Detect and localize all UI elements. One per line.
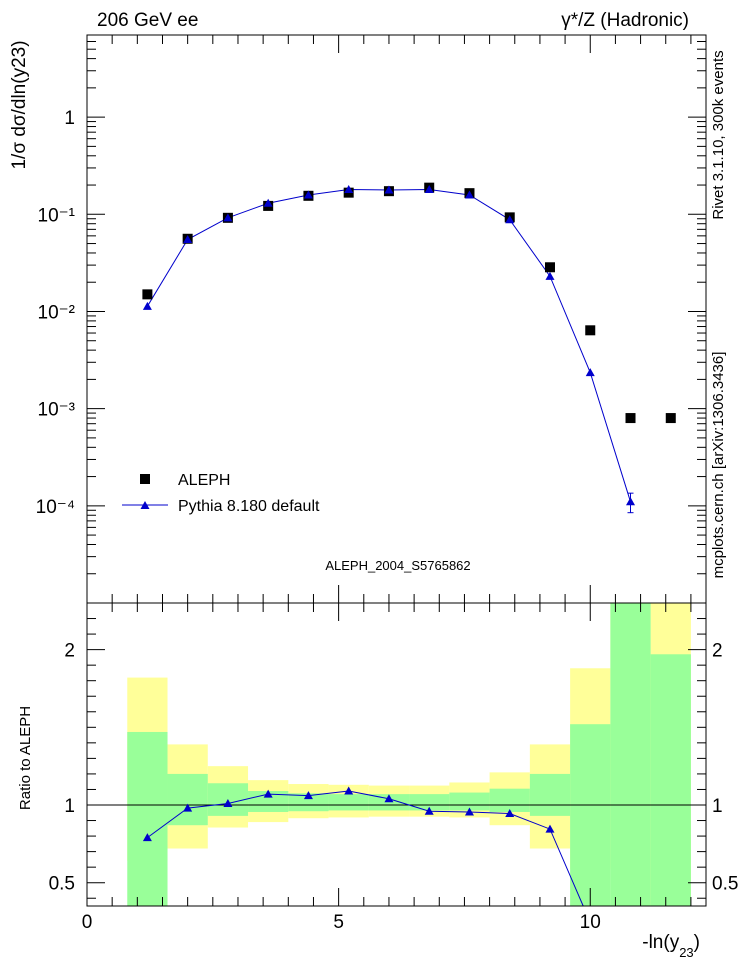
bottom-x-tick-label: 5 xyxy=(333,912,344,933)
bottom-y-tick-label-right: 1 xyxy=(712,796,723,817)
pythia-point xyxy=(545,271,555,280)
top-y-tick-label: 10⁻⁴ xyxy=(36,497,75,518)
uncertainty-band-green xyxy=(610,603,651,906)
bottom-y-tick-label-right: 2 xyxy=(712,641,723,662)
ratio-point xyxy=(183,803,193,812)
uncertainty-band-green xyxy=(650,654,691,906)
legend-label-aleph: ALEPH xyxy=(178,472,230,489)
legend: ALEPH Pythia 8.180 default xyxy=(122,472,320,515)
top-y-tick-label: 10⁻² xyxy=(38,302,76,323)
bottom-x-tick-label: 0 xyxy=(82,912,93,933)
bottom-y-axis-label: Ratio to ALEPH xyxy=(17,706,34,810)
aleph-point xyxy=(544,262,555,273)
pythia-point xyxy=(263,198,273,207)
ratio-point xyxy=(142,833,152,842)
uncertainty-band-green xyxy=(489,788,530,812)
bottom-panel-frame xyxy=(86,602,707,907)
uncertainty-band-green xyxy=(328,794,369,811)
aleph-point xyxy=(625,413,636,424)
uncertainty-band-green xyxy=(449,792,490,811)
bottom-y-tick-label-right: 0.5 xyxy=(712,874,738,895)
aleph-point xyxy=(142,289,153,300)
pythia-point xyxy=(303,190,313,199)
bottom-x-axis-label: -ln(y23) xyxy=(642,932,700,960)
uncertainty-band-green xyxy=(570,724,611,906)
top-y-tick-label: 10⁻¹ xyxy=(38,205,76,226)
pythia-point xyxy=(344,184,354,193)
watermark: ALEPH_2004_S5765862 xyxy=(325,558,470,573)
aleph-point xyxy=(585,325,596,336)
pythia-point xyxy=(464,190,474,199)
pythia-point xyxy=(626,497,636,506)
top-y-axis-label: 1/σ dσ/dln(y23) xyxy=(9,40,30,169)
ratio-point xyxy=(384,794,394,803)
bottom-panel: 0.5 0.5 1 1 2 2 0 5 10 Ratio to ALEPH -ln(y23) xyxy=(17,602,738,960)
top-y-tick-label: 10⁻³ xyxy=(38,400,76,421)
pythia-point xyxy=(223,213,233,222)
ratio-point xyxy=(424,806,434,815)
aleph-point xyxy=(665,413,676,424)
ratio-point xyxy=(545,824,555,833)
bottom-y-tick-label-left: 2 xyxy=(64,641,75,662)
header-right: γ*/Z (Hadronic) xyxy=(561,10,689,31)
uncertainty-band-green xyxy=(288,793,329,812)
top-y-tick-label: 1 xyxy=(64,108,75,129)
top-plot-area: 1 10⁻¹ 10⁻² 10⁻³ 10⁻⁴ xyxy=(36,34,706,604)
ratio-point xyxy=(223,798,233,807)
source-label: mcplots.cern.ch [arXiv:1306.3436] xyxy=(710,352,727,579)
legend-marker-aleph xyxy=(140,474,150,484)
bottom-y-tick-label-left: 1 xyxy=(64,796,75,817)
pythia-point xyxy=(142,301,152,310)
pythia-point xyxy=(585,368,595,377)
ratio-point xyxy=(344,786,354,795)
uncertainty-band-green xyxy=(127,731,168,906)
ratio-point xyxy=(505,809,515,818)
pythia-point xyxy=(505,215,515,224)
uncertainty-band-green xyxy=(529,773,571,816)
header-left: 206 GeV ee xyxy=(97,10,198,31)
pythia-point xyxy=(183,235,193,244)
top-panel-frame xyxy=(86,34,707,604)
uncertainty-band-green xyxy=(409,794,450,811)
bottom-plot-area: 0.5 0.5 1 1 2 2 0 5 10 xyxy=(49,603,738,933)
pythia-point xyxy=(384,185,394,194)
ratio-point xyxy=(303,791,313,800)
rivet-label: Rivet 3.1.10, 300k events xyxy=(710,50,727,219)
legend-label-pythia: Pythia 8.180 default xyxy=(178,498,320,515)
ratio-point xyxy=(464,807,474,816)
ratio-point xyxy=(263,789,273,798)
top-panel: 1 10⁻¹ 10⁻² 10⁻³ 10⁻⁴ 1/σ dσ/dln(y23) ALEPH … xyxy=(9,34,707,604)
ratio-line xyxy=(147,790,584,907)
legend-marker-pythia xyxy=(140,501,150,509)
bottom-x-tick-label: 10 xyxy=(580,912,601,933)
uncertainty-band-green xyxy=(167,773,208,826)
pythia-line xyxy=(146,188,631,502)
bottom-y-tick-label-left: 0.5 xyxy=(49,874,75,895)
pythia-point xyxy=(424,184,434,193)
